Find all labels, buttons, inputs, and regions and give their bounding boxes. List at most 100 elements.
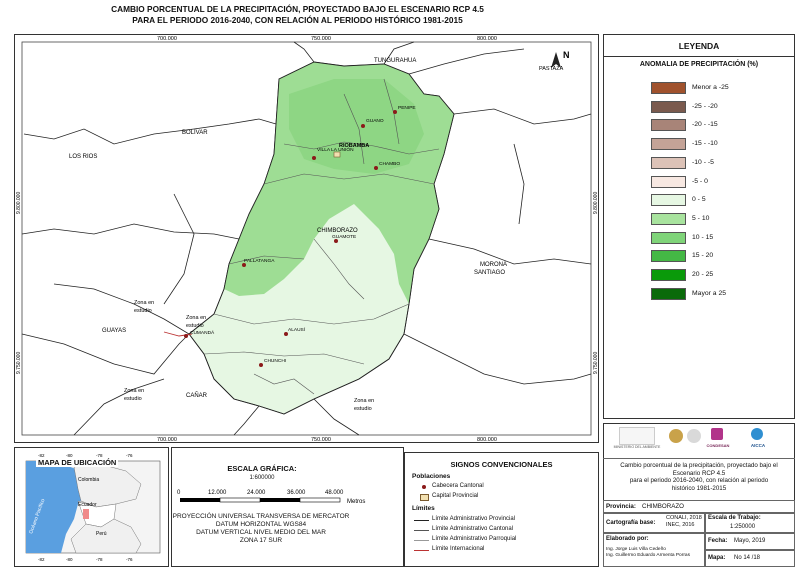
region-los-rios: LOS RIOS bbox=[69, 154, 97, 160]
region-santiago: SANTIAGO bbox=[474, 270, 505, 276]
grid-y-label-right-1: 9.800.000 bbox=[593, 192, 599, 214]
info-description: Cambio porcentual de la precipitación, p… bbox=[603, 458, 795, 492]
bottom-tick-1: -82 bbox=[38, 557, 45, 562]
city-label-villa: VILLA LA UNIÓN bbox=[317, 146, 354, 153]
cabecera-symbol bbox=[422, 485, 426, 489]
bottom-tick-4: -76 bbox=[126, 557, 133, 562]
ocean-area bbox=[26, 461, 54, 553]
logo-condesan: CONDESAN bbox=[706, 443, 730, 448]
legend-label: Mayor a 25 bbox=[692, 289, 727, 297]
escala-value: 1:250000 bbox=[730, 524, 756, 530]
city-label-penipe: PENIPE bbox=[398, 105, 416, 111]
map-title-line-1: CAMBIO PORCENTUAL DE LA PRECIPITACIÓN, P… bbox=[111, 4, 484, 14]
lim-provincial-symbol bbox=[414, 520, 429, 521]
signs-title: SIGNOS CONVENCIONALES bbox=[450, 460, 553, 469]
legend-label: -15 - -10 bbox=[692, 140, 718, 148]
region-guayas: GUAYAS bbox=[102, 328, 126, 334]
zone-label-1: Zona en bbox=[134, 300, 154, 306]
legend-swatch bbox=[651, 138, 686, 151]
desc-line-1: Cambio porcentual de la precipitación, p… bbox=[620, 462, 778, 469]
grid-x-label-2: 750.000 bbox=[311, 36, 331, 42]
zone-label-4b: estudio bbox=[354, 406, 372, 412]
legend-label: -20 - -15 bbox=[692, 121, 718, 129]
cantonal-limits bbox=[203, 78, 440, 395]
grid-x-label-1: 700.000 bbox=[157, 36, 177, 42]
map-title: CAMBIO PORCENTUAL DE LA PRECIPITACIÓN, P… bbox=[0, 4, 595, 26]
legend-subtitle: ANOMALIA DE PRECIPITACIÓN (%) bbox=[639, 61, 759, 68]
scale-tick-0: 0 bbox=[177, 490, 181, 496]
city-villa-la-union: VILLA LA UNIÓN bbox=[312, 146, 354, 160]
scale-title: ESCALA GRÁFICA: bbox=[227, 464, 297, 473]
city-alausi: ALAUSÍ bbox=[284, 326, 306, 336]
legend-swatch bbox=[651, 269, 686, 281]
zone-label-3: Zona en bbox=[124, 388, 144, 394]
provincial-limits bbox=[21, 41, 592, 436]
city-label-guamote: GUAMOTE bbox=[332, 234, 356, 240]
provincia-cell bbox=[603, 500, 795, 513]
grid-x-label-bottom-1: 700.000 bbox=[157, 437, 177, 443]
city-riobamba: RIOBAMBA bbox=[333, 143, 369, 158]
grid-y-label-2: 9.750.000 bbox=[16, 352, 22, 374]
grid-x-label-bottom-2: 750.000 bbox=[311, 437, 331, 443]
logos-row: MINISTERIO DEL AMBIENTE CONDESAN AICCA bbox=[605, 425, 793, 455]
legend-swatch bbox=[651, 231, 686, 244]
legend-swatch bbox=[651, 250, 686, 263]
zone-label-4: Zona en bbox=[354, 398, 374, 404]
signs-panel bbox=[404, 452, 599, 567]
city-guamote: GUAMOTE bbox=[332, 234, 356, 243]
region-bolivar: BOLIVAR bbox=[182, 130, 208, 136]
study-area-marker bbox=[83, 509, 89, 519]
logo-aicca: AICCA bbox=[750, 443, 766, 448]
top-tick-3: -78 bbox=[96, 453, 103, 458]
mapa-label: Mapa: bbox=[708, 555, 726, 561]
zone-label-3b: estudio bbox=[124, 396, 142, 402]
logo-seal bbox=[669, 429, 683, 443]
lim-provincial: Límite Administrativo Provincial bbox=[432, 516, 516, 522]
region-pastaza: PASTAZA bbox=[539, 66, 564, 72]
legend-label: 0 - 5 bbox=[692, 196, 706, 204]
main-map-frame bbox=[14, 34, 599, 443]
lim-parroquial-symbol bbox=[414, 540, 429, 541]
cartografia-value: CONALI, 2018 INEC, 2016 bbox=[666, 515, 702, 528]
elaborado-names: Ing. Jorge Luis Villa Cedeño Ing. Guille… bbox=[606, 547, 690, 559]
elaborado-line-1: Ing. Jorge Luis Villa Cedeño bbox=[606, 547, 666, 552]
north-label: N bbox=[563, 50, 570, 60]
legend-label: 15 - 20 bbox=[692, 252, 714, 260]
signs-limites: Límites bbox=[412, 505, 435, 512]
mapa-value: No 14 /18 bbox=[734, 555, 761, 561]
fecha-cell bbox=[705, 533, 795, 550]
city-chambo: CHAMBO bbox=[374, 161, 400, 170]
legend-swatch bbox=[651, 82, 686, 94]
map-title-line-2: PARA EL PERIODO 2016-2040, CON RELACIÓN … bbox=[132, 15, 463, 25]
scale-tick-2: 24.000 bbox=[247, 490, 266, 496]
legend-label: 20 - 25 bbox=[692, 271, 714, 278]
provincia-label: Provincia: bbox=[606, 503, 636, 510]
label-ecuador: Ecuador bbox=[78, 502, 97, 508]
signs-cabecera: Cabecera Cantonal bbox=[432, 483, 484, 489]
lim-internacional: Límite Internacional bbox=[432, 546, 485, 552]
top-tick-1: -82 bbox=[38, 453, 45, 458]
projection-line-2: DATUM HORIZONTAL WGS84 bbox=[215, 521, 307, 528]
country-peru bbox=[70, 518, 142, 554]
cartografia-cell bbox=[603, 513, 705, 533]
legend-divider bbox=[603, 56, 795, 57]
city-label-chambo: CHAMBO bbox=[379, 161, 400, 167]
international-limit bbox=[163, 331, 193, 337]
fecha-label: Fecha: bbox=[708, 538, 728, 544]
scale-bar: 0 12.000 24.000 36.000 48.000 Metros bbox=[177, 490, 365, 505]
scale-unit: Metros bbox=[347, 499, 365, 505]
provincia-value: CHIMBORAZO bbox=[642, 503, 684, 510]
top-tick-4: -76 bbox=[126, 453, 133, 458]
location-map-title: MAPA DE UBICACIÓN bbox=[36, 458, 119, 467]
region-morona: MORONA bbox=[480, 262, 507, 268]
north-arrow: N bbox=[551, 50, 570, 68]
legend-label: -25 - -20 bbox=[692, 102, 718, 110]
grid-y-label-1: 9.800.000 bbox=[16, 192, 22, 214]
logo-ministerio bbox=[619, 427, 655, 445]
scale-tick-4: 48.000 bbox=[325, 490, 344, 496]
logo-ministerio-label: MINISTERIO DEL AMBIENTE bbox=[613, 445, 661, 449]
scale-ratio: 1:600000 bbox=[249, 475, 275, 481]
fecha-value: Mayo, 2019 bbox=[734, 538, 766, 544]
city-label-cumanda: CUMANDÁ bbox=[190, 329, 215, 336]
legend-swatch bbox=[651, 119, 686, 132]
